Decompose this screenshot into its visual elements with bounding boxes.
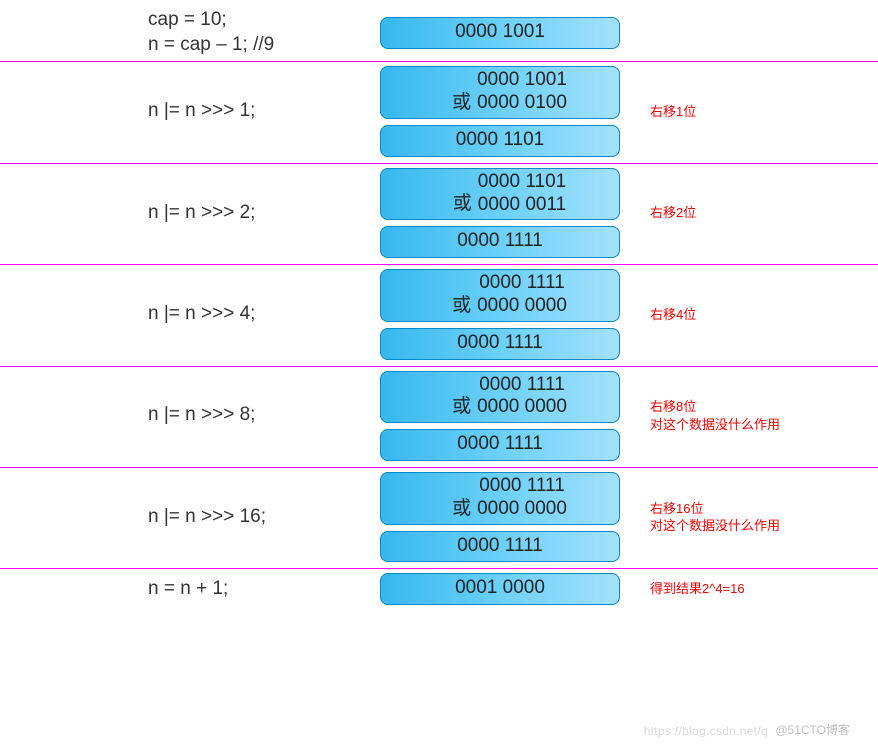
binary-column: 或 0000 1111 0000 0000 0000 1111 — [370, 371, 630, 461]
annotation-text: 右移16位 对这个数据没什么作用 — [630, 500, 878, 535]
binary-column: 或 0000 1001 0000 0100 0000 1101 — [370, 66, 630, 156]
step-row: cap = 10; n = cap – 1; //9 0000 1001 — [0, 6, 878, 62]
code-text: cap = 10; n = cap – 1; //9 — [0, 8, 370, 57]
annotation-text: 右移8位 对这个数据没什么作用 — [630, 398, 878, 433]
watermark-csdn: https://blog.csdn.net/q — [644, 724, 768, 738]
binary-top: 0000 1101 — [478, 171, 566, 194]
binary-box: 0000 1101 — [380, 125, 620, 157]
binary-bottom: 0000 0000 — [477, 498, 567, 521]
step-row: n |= n >>> 2; 或 0000 1101 0000 0011 0000… — [0, 164, 878, 265]
step-row: n |= n >>> 8; 或 0000 1111 0000 0000 0000… — [0, 367, 878, 468]
or-label: 或 — [434, 188, 478, 216]
binary-top: 0000 1111 — [479, 374, 565, 397]
watermark-51cto: @51CTO博客 — [775, 721, 850, 738]
binary-box: 0000 1111 — [380, 226, 620, 258]
binary-column: 0000 1001 — [370, 17, 630, 49]
binary-column: 0001 0000 — [370, 573, 630, 605]
binary-box: 0000 1001 — [380, 17, 620, 49]
annotation-text: 右移1位 — [630, 103, 878, 121]
binary-or-box: 或 0000 1111 0000 0000 — [380, 472, 620, 525]
binary-column: 或 0000 1111 0000 0000 0000 1111 — [370, 472, 630, 562]
binary-bottom: 0000 0011 — [478, 194, 566, 217]
binary-bottom: 0000 0000 — [477, 295, 567, 318]
or-label: 或 — [433, 87, 477, 115]
step-row: n |= n >>> 16; 或 0000 1111 0000 0000 000… — [0, 468, 878, 569]
step-row: n |= n >>> 4; 或 0000 1111 0000 0000 0000… — [0, 265, 878, 366]
binary-or-box: 或 0000 1001 0000 0100 — [380, 66, 620, 119]
binary-box: 0000 1111 — [380, 429, 620, 461]
binary-or-box: 或 0000 1111 0000 0000 — [380, 371, 620, 424]
code-text: n |= n >>> 16; — [0, 505, 370, 530]
binary-column: 或 0000 1101 0000 0011 0000 1111 — [370, 168, 630, 258]
annotation-text: 右移4位 — [630, 306, 878, 324]
diagram-container: cap = 10; n = cap – 1; //9 0000 1001 n |… — [0, 0, 878, 611]
code-text: n |= n >>> 8; — [0, 403, 370, 428]
binary-box: 0000 1111 — [380, 531, 620, 563]
binary-box: 0000 1111 — [380, 328, 620, 360]
binary-or-box: 或 0000 1101 0000 0011 — [380, 168, 620, 221]
annotation-text: 右移2位 — [630, 204, 878, 222]
binary-column: 或 0000 1111 0000 0000 0000 1111 — [370, 269, 630, 359]
binary-top: 0000 1111 — [479, 272, 565, 295]
binary-top: 0000 1111 — [479, 475, 565, 498]
code-text: n = n + 1; — [0, 577, 370, 602]
binary-top: 0000 1001 — [477, 69, 567, 92]
binary-box: 0001 0000 — [380, 573, 620, 605]
code-text: n |= n >>> 1; — [0, 99, 370, 124]
or-label: 或 — [433, 493, 477, 521]
binary-or-box: 或 0000 1111 0000 0000 — [380, 269, 620, 322]
or-label: 或 — [433, 391, 477, 419]
code-text: n |= n >>> 2; — [0, 201, 370, 226]
annotation-text: 得到结果2^4=16 — [630, 580, 878, 598]
or-label: 或 — [433, 290, 477, 318]
binary-bottom: 0000 0000 — [477, 396, 567, 419]
binary-bottom: 0000 0100 — [477, 92, 567, 115]
code-text: n |= n >>> 4; — [0, 302, 370, 327]
step-row: n = n + 1; 0001 0000 得到结果2^4=16 — [0, 569, 878, 611]
step-row: n |= n >>> 1; 或 0000 1001 0000 0100 0000… — [0, 62, 878, 163]
